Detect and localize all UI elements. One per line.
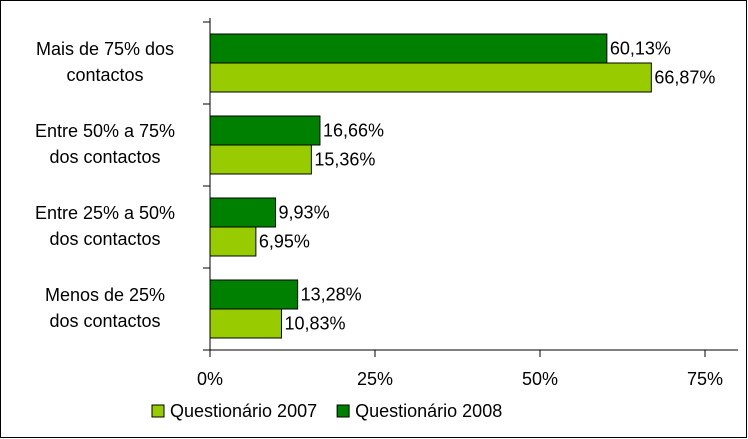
category-label: dos contactos bbox=[49, 229, 160, 249]
bar bbox=[209, 308, 282, 339]
bar bbox=[209, 62, 652, 93]
legend-swatch bbox=[336, 404, 350, 418]
category-label: dos contactos bbox=[49, 311, 160, 331]
category-label: Menos de 25% bbox=[45, 285, 165, 305]
legend-label: Questionário 2008 bbox=[355, 401, 502, 421]
value-label: 66,87% bbox=[654, 67, 715, 87]
bar bbox=[209, 279, 299, 310]
value-label: 9,93% bbox=[279, 202, 330, 222]
value-label: 60,13% bbox=[610, 38, 671, 58]
value-label: 13,28% bbox=[301, 284, 362, 304]
value-label: 6,95% bbox=[259, 231, 310, 251]
x-tick-label: 25% bbox=[357, 369, 393, 389]
x-tick-label: 0% bbox=[197, 369, 223, 389]
bar bbox=[209, 197, 277, 228]
legend-swatch bbox=[151, 404, 165, 418]
bar bbox=[209, 115, 321, 146]
bar bbox=[209, 33, 608, 64]
category-label: Mais de 75% dos bbox=[36, 39, 174, 59]
value-label: 10,83% bbox=[284, 313, 345, 333]
category-label: dos contactos bbox=[49, 147, 160, 167]
bar bbox=[209, 144, 312, 175]
category-label: contactos bbox=[66, 65, 143, 85]
x-tick-label: 50% bbox=[522, 369, 558, 389]
category-label: Entre 50% a 75% bbox=[35, 121, 175, 141]
x-tick-label: 75% bbox=[687, 369, 723, 389]
category-label: Entre 25% a 50% bbox=[35, 203, 175, 223]
bar bbox=[209, 226, 257, 257]
legend-label: Questionário 2007 bbox=[170, 401, 317, 421]
value-label: 15,36% bbox=[314, 149, 375, 169]
value-label: 16,66% bbox=[323, 120, 384, 140]
